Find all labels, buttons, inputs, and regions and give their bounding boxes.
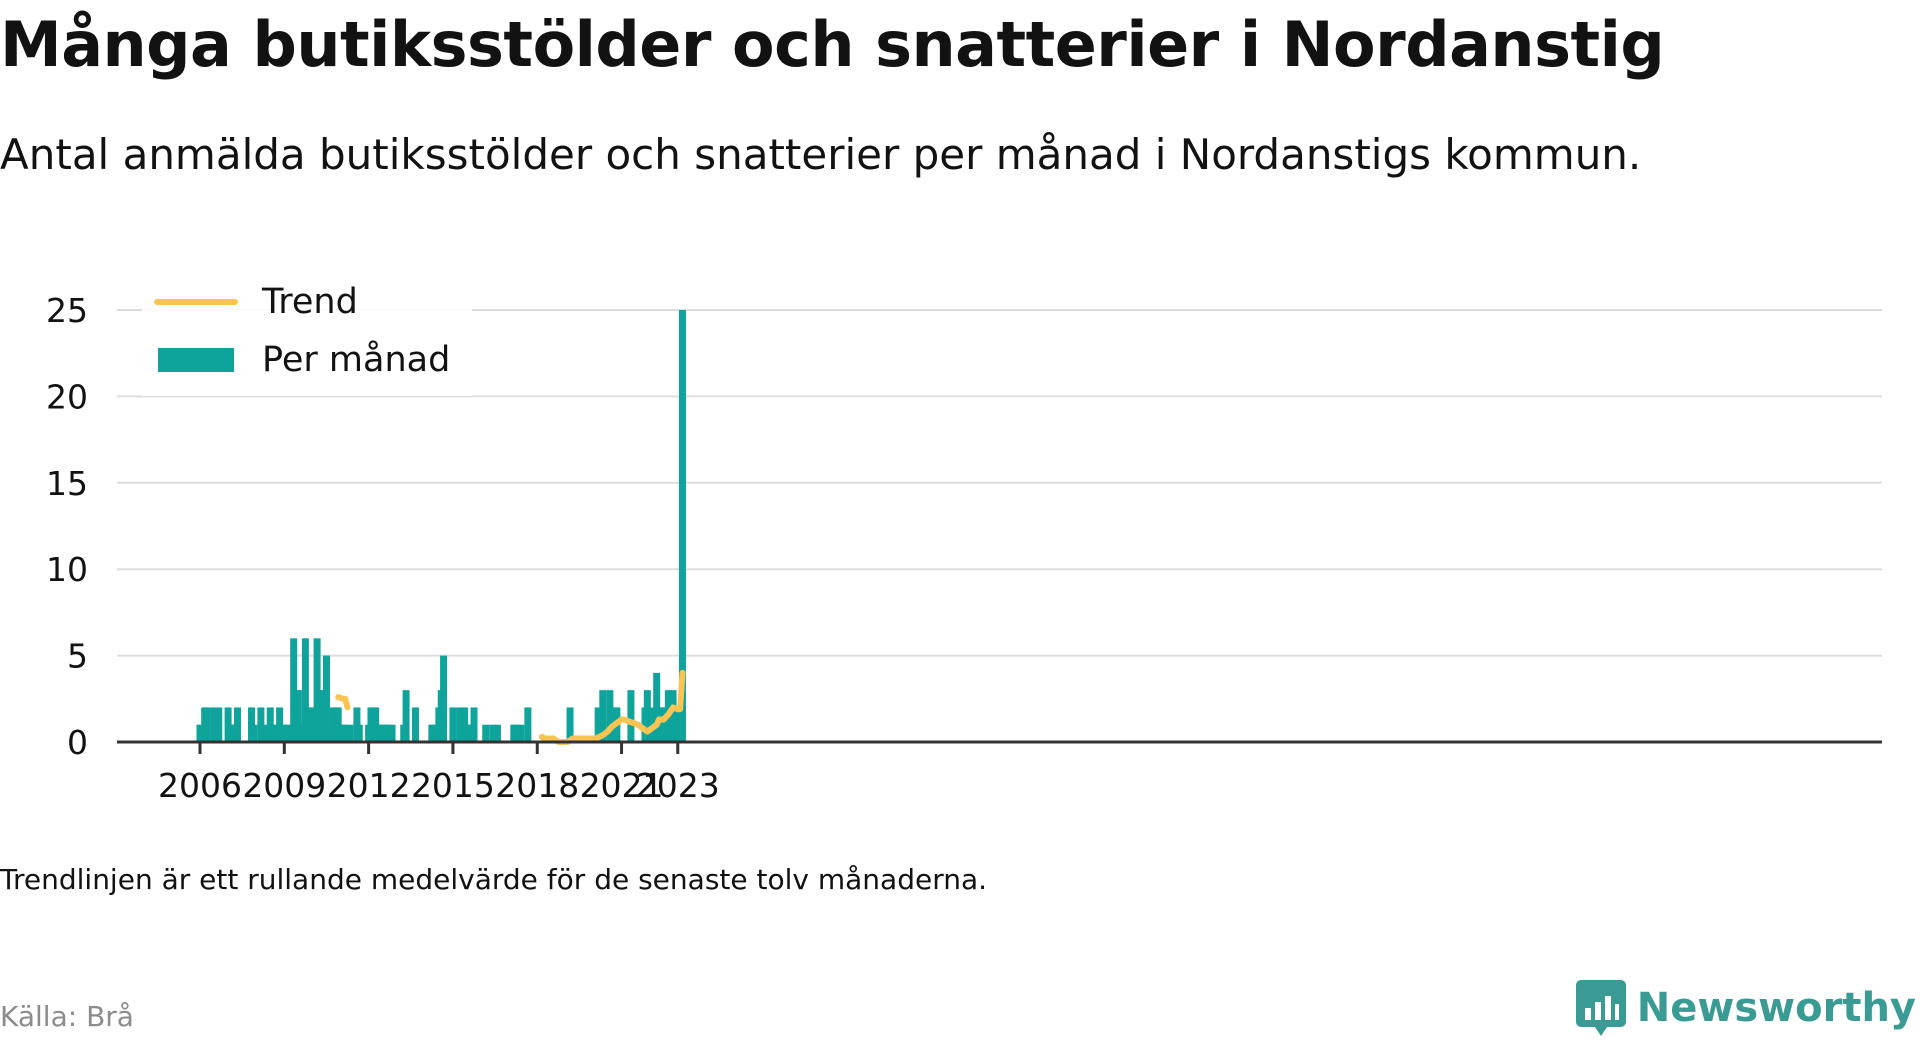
chart-title: Många butiksstölder och snatterier i Nor… — [0, 8, 1665, 81]
legend-per-month-label: Per månad — [262, 340, 451, 380]
bar — [470, 707, 478, 742]
bar — [449, 707, 457, 742]
bar — [566, 707, 574, 742]
bar — [512, 724, 520, 742]
chart-subtitle: Antal anmälda butiksstölder och snatteri… — [0, 130, 1642, 179]
bar — [304, 707, 312, 742]
bar — [276, 707, 284, 742]
bar — [388, 724, 396, 742]
bar — [669, 690, 677, 742]
legend-trend-swatch — [154, 299, 238, 305]
y-tick-label: 0 — [67, 723, 88, 762]
bar — [233, 707, 241, 742]
bar — [383, 724, 391, 742]
legend-item-per-month: Per månad — [154, 340, 450, 380]
bar — [203, 707, 211, 742]
bar — [322, 655, 330, 742]
bar — [678, 310, 686, 742]
bar — [493, 724, 501, 742]
bar — [301, 638, 309, 742]
bar — [294, 690, 302, 742]
x-tick-label: 2023 — [636, 766, 720, 805]
bar — [489, 724, 497, 742]
bar — [411, 707, 419, 742]
bar — [465, 724, 473, 742]
bar — [262, 724, 270, 742]
bar — [482, 724, 490, 742]
brand: Newsworthy — [1575, 978, 1916, 1038]
x-tick-label: 2018 — [495, 766, 579, 805]
x-tick-label: 2015 — [411, 766, 495, 805]
bar — [355, 724, 363, 742]
bar — [285, 724, 293, 742]
bar — [606, 690, 614, 742]
bar — [430, 724, 438, 742]
bar — [269, 724, 277, 742]
bar — [215, 707, 223, 742]
y-tick-label: 15 — [46, 464, 88, 503]
legend-item-trend: Trend — [154, 282, 358, 322]
bar — [196, 724, 204, 742]
bar — [627, 690, 635, 742]
bar — [250, 724, 258, 742]
bar — [440, 655, 448, 742]
x-tick-label: 2006 — [158, 766, 242, 805]
x-tick-label: 2009 — [242, 766, 326, 805]
y-tick-label: 10 — [46, 550, 88, 589]
y-tick-label: 20 — [46, 377, 88, 416]
source-note: Källa: Brå — [0, 1000, 134, 1033]
bar — [643, 690, 651, 742]
bars — [196, 310, 686, 742]
bar — [341, 724, 349, 742]
bar — [524, 707, 532, 742]
y-tick-label: 5 — [67, 637, 88, 676]
legend-bar-swatch — [158, 348, 234, 372]
bar — [257, 707, 265, 742]
y-axis-ticks: 0 5 10 15 20 25 — [46, 291, 88, 762]
bar — [346, 724, 354, 742]
brand-name: Newsworthy — [1636, 985, 1916, 1031]
bar — [402, 690, 410, 742]
newsworthy-logo-icon — [1575, 980, 1626, 1036]
trend-segment — [335, 694, 351, 711]
x-tick-label: 2021 — [580, 766, 664, 805]
legend: Trend Per månad — [142, 270, 472, 396]
x-tick-label: 2012 — [327, 766, 411, 805]
footnote: Trendlinjen är ett rullande medelvärde f… — [0, 863, 988, 896]
bar — [594, 707, 602, 742]
y-tick-label: 25 — [46, 291, 88, 330]
bar — [308, 707, 316, 742]
legend-trend-label: Trend — [262, 282, 358, 322]
bar — [599, 690, 607, 742]
bar — [517, 724, 525, 742]
bar — [372, 707, 380, 742]
